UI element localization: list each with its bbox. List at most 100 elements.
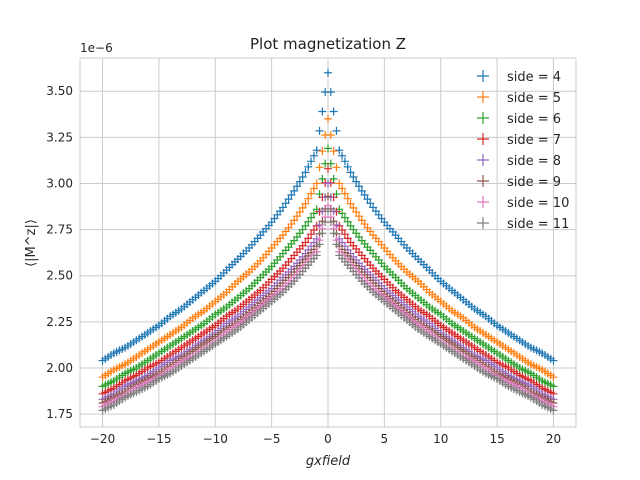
legend-marker <box>477 196 489 208</box>
data-point-marker <box>343 194 352 203</box>
data-point-marker <box>324 207 332 216</box>
data-point-marker <box>332 240 341 249</box>
data-point-marker <box>343 217 352 226</box>
series-11 <box>98 207 558 415</box>
data-point-marker <box>307 157 316 166</box>
x-axis-label: gxfield <box>306 454 351 469</box>
data-point-marker <box>329 174 338 183</box>
y-tick-label: 3.25 <box>46 130 73 144</box>
x-tick-label: 20 <box>546 432 561 446</box>
legend-label: side = 9 <box>507 175 561 190</box>
y-tick-label: 3.50 <box>46 84 73 98</box>
y-tick-label: 2.25 <box>46 315 73 329</box>
data-point-marker <box>340 189 349 198</box>
data-point-marker <box>346 199 355 208</box>
data-point-marker <box>290 216 299 225</box>
data-point-marker <box>304 234 313 243</box>
data-point-marker <box>549 382 558 391</box>
data-point-marker <box>324 179 332 188</box>
data-point-marker <box>309 151 318 160</box>
data-point-marker <box>315 126 324 135</box>
x-tick-label: 15 <box>489 432 504 446</box>
x-tick-label: 5 <box>381 432 389 446</box>
data-point-marker <box>309 209 318 218</box>
data-point-marker <box>318 147 327 156</box>
y-tick-label: 3.00 <box>46 176 73 190</box>
legend-label: side = 8 <box>507 154 561 169</box>
data-point-marker <box>295 208 304 217</box>
y-axis-offset-label: 1e−6 <box>80 41 113 55</box>
data-point-marker <box>312 146 321 155</box>
legend-label: side = 6 <box>507 112 561 127</box>
data-point-marker <box>329 147 338 156</box>
data-point-marker <box>298 203 307 212</box>
data-point-marker <box>338 184 347 193</box>
legend-marker <box>477 133 489 145</box>
series-7 <box>98 164 558 398</box>
data-point-marker <box>301 199 310 208</box>
data-point-marker <box>304 162 313 171</box>
data-point-marker <box>301 238 310 247</box>
data-point-marker <box>340 157 349 166</box>
series-4 <box>98 68 558 365</box>
data-point-marker <box>312 251 321 260</box>
data-point-marker <box>298 173 307 182</box>
data-point-marker <box>326 218 335 227</box>
data-point-marker <box>318 174 327 183</box>
data-point-marker <box>360 190 369 199</box>
data-point-marker <box>346 168 355 177</box>
data-point-marker <box>293 212 301 221</box>
data-point-marker <box>315 240 324 249</box>
legend-marker <box>477 154 489 166</box>
legend-marker <box>477 175 489 187</box>
legend-label: side = 10 <box>507 196 569 211</box>
data-point-marker <box>332 126 341 135</box>
data-point-marker <box>301 221 310 230</box>
legend-label: side = 11 <box>507 217 569 232</box>
data-point-marker <box>343 162 352 171</box>
data-point-marker <box>295 177 304 186</box>
data-point-marker <box>329 107 338 116</box>
data-point-marker <box>549 356 558 365</box>
data-point-marker <box>329 229 338 238</box>
data-point-marker <box>318 107 327 116</box>
legend-label: side = 7 <box>507 133 561 148</box>
data-point-marker <box>340 230 349 239</box>
legend-marker <box>477 217 489 229</box>
data-point-marker <box>343 234 352 243</box>
data-point-marker <box>312 179 321 188</box>
data-point-marker <box>304 217 313 226</box>
data-point-marker <box>352 208 361 217</box>
data-point-marker <box>335 179 344 188</box>
legend-label: side = 5 <box>507 91 561 106</box>
data-point-marker <box>357 186 366 195</box>
x-tick-label: −10 <box>203 432 228 446</box>
data-point-marker <box>307 230 316 239</box>
data-point-marker <box>326 159 335 168</box>
x-tick-label: −20 <box>90 432 115 446</box>
data-point-marker <box>284 195 293 204</box>
data-point-marker <box>309 226 318 235</box>
legend-marker <box>477 70 489 82</box>
data-point-marker <box>549 406 558 415</box>
data-point-marker <box>340 213 349 222</box>
data-point-marker <box>324 164 332 173</box>
data-point-marker <box>301 168 310 177</box>
tick-labels: −20 −15 −10 −5 0 5 10 15 20 1.75 2.00 2.25 2.50 2.75 3… <box>46 84 561 446</box>
data-point-marker <box>278 203 287 212</box>
series-5 <box>98 114 558 382</box>
data-point-marker <box>290 186 299 195</box>
data-point-marker <box>349 203 358 212</box>
data-point-marker <box>324 114 332 123</box>
data-point-marker <box>355 212 363 221</box>
data-series <box>98 68 558 415</box>
y-tick-label: 2.75 <box>46 223 73 237</box>
data-point-marker <box>281 199 290 208</box>
data-point-marker <box>304 194 313 203</box>
data-point-marker <box>363 195 372 204</box>
data-point-marker <box>352 177 361 186</box>
x-tick-label: −15 <box>146 432 171 446</box>
x-tick-label: −5 <box>263 432 281 446</box>
data-point-marker <box>338 209 347 218</box>
y-tick-label: 2.50 <box>46 269 73 283</box>
